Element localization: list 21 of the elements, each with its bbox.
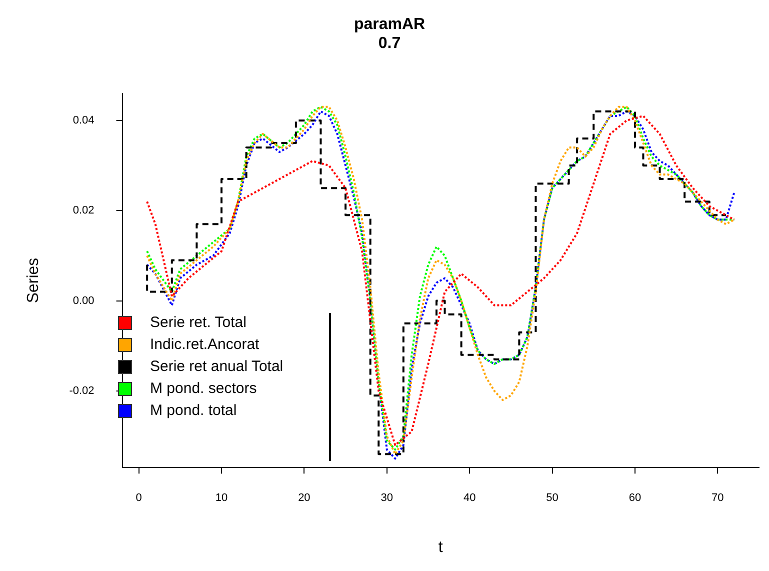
- x-tick-label: 20: [298, 492, 310, 504]
- x-axis-title: t: [438, 538, 444, 556]
- legend-label: M pond. total: [150, 401, 237, 421]
- legend-label: M pond. sectors: [150, 379, 257, 399]
- y-axis-title: Series: [25, 258, 42, 304]
- legend-label: Indic.ret.Ancorat: [150, 335, 260, 355]
- x-tick-label: 10: [215, 492, 228, 504]
- chart-title: paramAR: [354, 16, 426, 34]
- x-tick-label: 0: [136, 492, 142, 504]
- x-tick-label: 60: [628, 492, 642, 504]
- y-tick-label: 0.02: [72, 204, 94, 217]
- chart-subtitle: 0.7: [378, 35, 401, 52]
- x-tick-label: 70: [712, 492, 724, 504]
- legend-label: Serie ret. Total: [150, 313, 246, 333]
- legend-label: Serie ret anual Total: [150, 357, 284, 377]
- y-tick-label: -0.02: [69, 384, 94, 397]
- x-tick-label: 50: [546, 492, 558, 504]
- y-tick-label: 0.04: [72, 114, 94, 126]
- x-tick-label: 30: [380, 492, 394, 504]
- y-tick-label: 0.00: [72, 294, 94, 307]
- x-tick-label: 40: [463, 492, 476, 504]
